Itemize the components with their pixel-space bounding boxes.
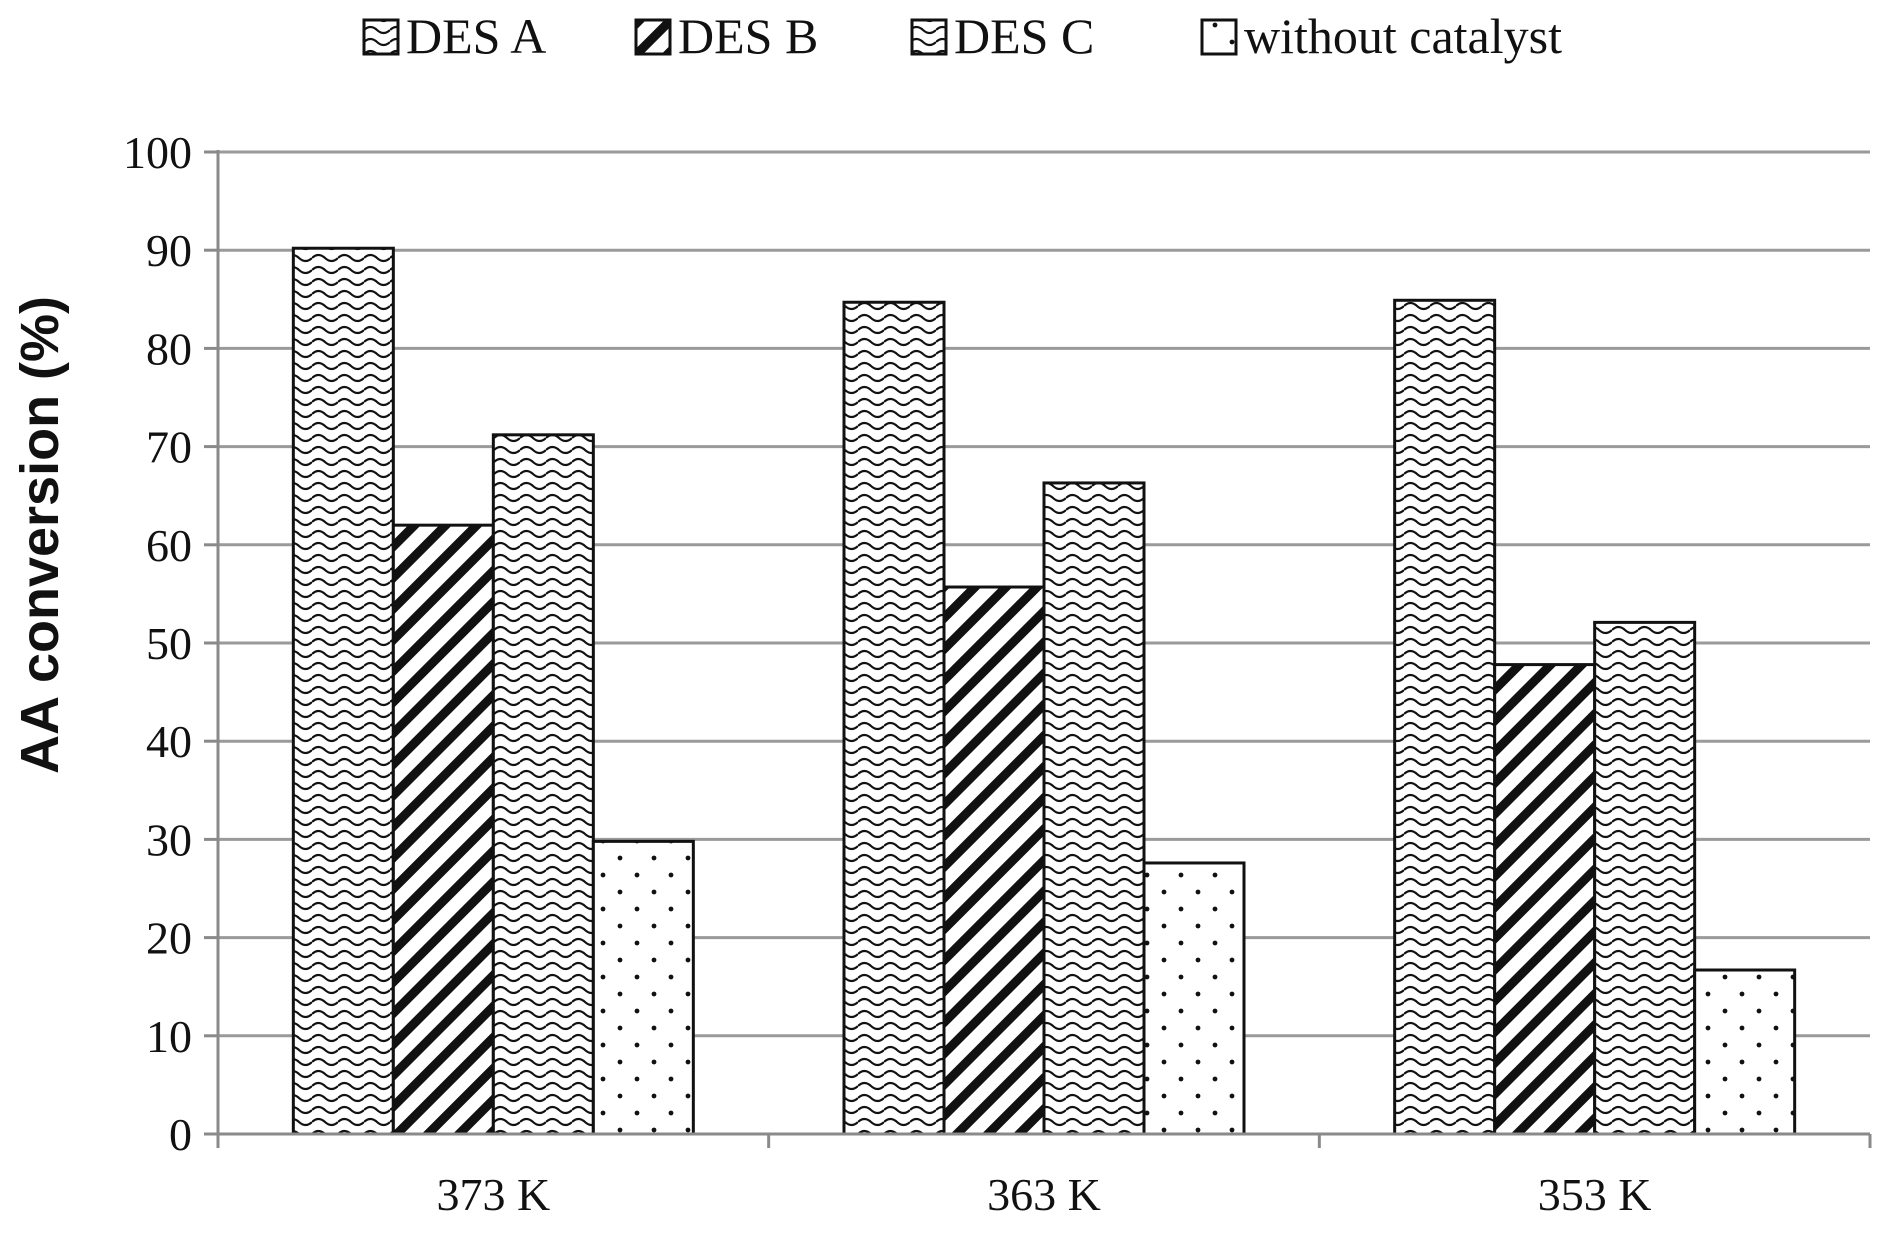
bar-des-b-353-k bbox=[1493, 663, 1597, 1136]
bar-des-a-353-k bbox=[1393, 298, 1497, 1136]
legend-label-des-b: DES B bbox=[678, 8, 818, 64]
y-tick-label: 80 bbox=[146, 323, 192, 374]
bar-des-c-353-k bbox=[1593, 620, 1697, 1136]
bars bbox=[291, 246, 1797, 1136]
legend: DES A DES B DES C without catalyst bbox=[362, 8, 1562, 64]
y-tick-label: 30 bbox=[146, 814, 192, 865]
bar-des-c-373-k bbox=[491, 433, 595, 1136]
legend-swatch-des-b bbox=[634, 18, 672, 56]
legend-label-des-c: DES C bbox=[954, 8, 1094, 64]
y-tick-label: 50 bbox=[146, 618, 192, 669]
y-tick-label: 60 bbox=[146, 520, 192, 571]
y-tick-label: 10 bbox=[146, 1011, 192, 1062]
bar-without-catalyst-373-k bbox=[591, 839, 695, 1136]
y-axis-title: AA conversion (%) bbox=[10, 296, 70, 774]
x-tick-label: 363 K bbox=[987, 1169, 1101, 1220]
legend-label-des-a: DES A bbox=[406, 8, 546, 64]
y-tick-label: 20 bbox=[146, 913, 192, 964]
y-tick-label: 70 bbox=[146, 422, 192, 473]
y-tick-label: 100 bbox=[123, 127, 192, 178]
x-tick-label: 353 K bbox=[1538, 1169, 1652, 1220]
bar-des-a-373-k bbox=[291, 246, 395, 1136]
bar-without-catalyst-353-k bbox=[1693, 968, 1797, 1136]
bar-des-b-373-k bbox=[391, 523, 495, 1136]
y-tick-label: 90 bbox=[146, 225, 192, 276]
y-tick-label: 40 bbox=[146, 716, 192, 767]
y-tick-label: 0 bbox=[169, 1109, 192, 1160]
bar-des-c-363-k bbox=[1042, 481, 1146, 1136]
bar-des-a-363-k bbox=[842, 300, 946, 1136]
x-axis-ticks: 373 K 363 K 353 K bbox=[216, 1134, 1872, 1220]
legend-swatch-des-c bbox=[910, 18, 948, 56]
legend-swatch-des-a bbox=[362, 18, 400, 56]
y-axis-ticks: 0 10 20 30 40 50 60 70 80 90 100 bbox=[123, 127, 218, 1160]
bar-without-catalyst-363-k bbox=[1142, 861, 1246, 1136]
bar-des-b-363-k bbox=[942, 585, 1046, 1136]
x-tick-label: 373 K bbox=[436, 1169, 550, 1220]
legend-label-without-catalyst: without catalyst bbox=[1244, 8, 1562, 64]
legend-swatch-without-catalyst bbox=[1200, 18, 1238, 56]
